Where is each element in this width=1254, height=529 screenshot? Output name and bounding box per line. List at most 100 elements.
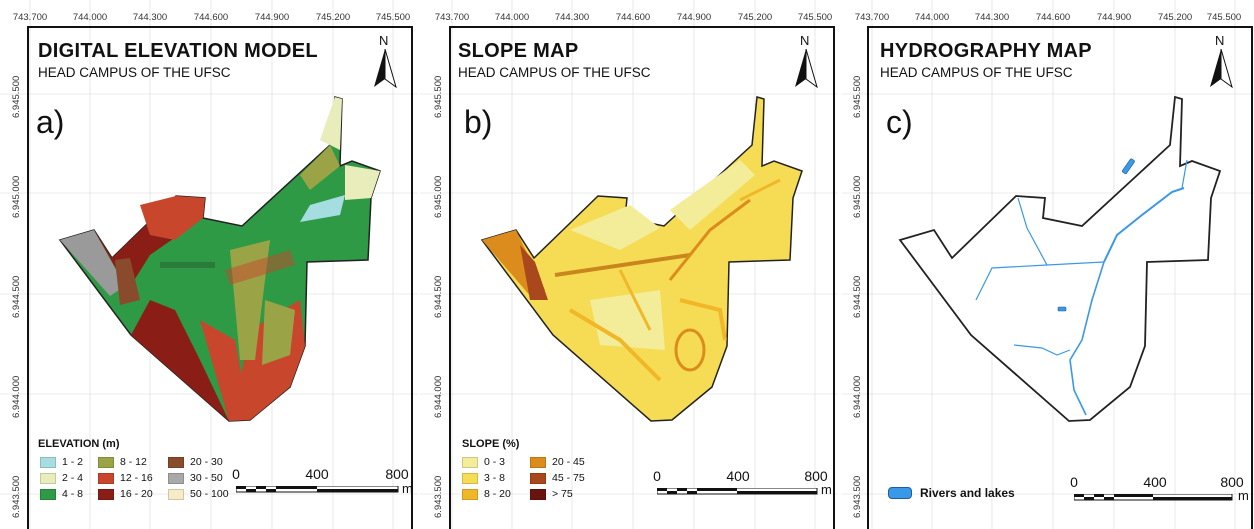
north-label: N [800,33,810,48]
legend-label: 45 - 75 [552,472,585,484]
campus-elevation-area [58,96,381,422]
y-tick: 6.944.000 [852,375,863,418]
legend-title: ELEVATION (m) [38,438,120,450]
legend-label: 2 - 4 [62,472,84,484]
y-tick: 6.944.500 [852,275,863,318]
scale-label: 800 [804,468,828,484]
legend-item: 20 - 30 [168,456,223,468]
x-tick: 744.600 [615,12,651,23]
panel-dem: 743.700 744.000 744.300 744.600 744.900 … [0,0,418,529]
legend-label: 0 - 3 [484,456,506,468]
legend-label: > 75 [552,488,573,500]
x-tick: 743.700 [434,12,470,23]
map-subtitle: HEAD CAMPUS OF THE UFSC [38,65,231,80]
x-tick: 744.600 [1035,12,1071,23]
y-tick: 6.944.000 [11,375,22,418]
legend-swatch [98,472,114,484]
x-tick: 745.200 [737,12,773,23]
y-tick: 6.943.500 [433,475,444,518]
x-tick: 745.200 [315,12,351,23]
legend-swatch [888,487,912,499]
legend-swatch [462,456,478,468]
scale-label: 400 [726,468,750,484]
x-tick: 744.300 [132,12,168,23]
x-tick: 744.300 [974,12,1010,23]
x-tick: 744.000 [494,12,530,23]
legend-label: 8 - 20 [484,488,511,500]
map-title: HYDROGRAPHY MAP [880,40,1092,62]
y-tick: 6.944.500 [11,275,22,318]
scale-label: 400 [1143,474,1167,490]
x-tick: 744.000 [72,12,108,23]
scale-bar-graphic [236,486,399,493]
y-tick: 6.945.000 [11,175,22,218]
north-arrow-icon [374,49,397,89]
legend-label: 4 - 8 [62,488,84,500]
campus-boundary [898,95,1222,422]
scale-label: 0 [232,466,240,482]
scale-unit: m [821,482,832,497]
lake [1122,158,1135,174]
y-tick: 6.945.000 [433,175,444,218]
legend-swatch [40,472,56,484]
scale-bar-graphic [1074,494,1233,501]
panel-hydrography: 743.700 744.000 744.300 744.600 744.900 … [842,0,1254,529]
legend-swatch [98,456,114,468]
legend-label: 1 - 2 [62,456,84,468]
north-label: N [379,33,389,48]
x-tick: 745.200 [1157,12,1193,23]
panel-label: c) [886,104,913,140]
rivers [975,159,1188,416]
x-tick: 744.900 [676,12,712,23]
map-subtitle: HEAD CAMPUS OF THE UFSC [880,65,1073,80]
north-arrow: N [372,33,398,89]
legend-item: 50 - 100 [168,488,229,500]
y-tick: 6.945.500 [852,75,863,118]
legend-swatch [40,456,56,468]
x-tick: 743.700 [854,12,890,23]
legend-item: 1 - 2 [40,456,83,468]
x-tick: 744.900 [254,12,290,23]
map-frame [842,0,1254,529]
legend-item: 8 - 12 [98,456,147,468]
legend-label: 20 - 30 [190,456,223,468]
legend-item: 8 - 20 [462,488,511,500]
legend-item: 45 - 75 [530,472,585,484]
y-tick: 6.945.500 [11,75,22,118]
x-tick: 743.700 [12,12,48,23]
map-subtitle: HEAD CAMPUS OF THE UFSC [458,65,651,80]
y-tick: 6.945.000 [852,175,863,218]
x-tick: 744.600 [193,12,229,23]
x-tick: 745.500 [797,12,833,23]
legend-label: 3 - 8 [484,472,506,484]
legend-item: 20 - 45 [530,456,585,468]
north-arrow-icon [795,49,818,89]
legend-item: 3 - 8 [462,472,505,484]
y-tick: 6.943.500 [11,475,22,518]
legend-label: 30 - 50 [190,472,223,484]
map-title: SLOPE MAP [458,40,579,62]
legend-item: 16 - 20 [98,488,153,500]
legend-swatch [530,488,546,500]
scale-label: 0 [653,468,661,484]
map-frame [420,0,838,529]
scale-unit: m [1238,488,1249,503]
legend-label: Rivers and lakes [920,486,1015,500]
legend-swatch [98,488,114,500]
legend-item: 2 - 4 [40,472,83,484]
legend-label: 16 - 20 [120,488,153,500]
pond [1057,306,1067,312]
x-tick: 744.900 [1096,12,1132,23]
legend-swatch [168,472,184,484]
north-label: N [1215,33,1225,48]
legend-item: 4 - 8 [40,488,83,500]
scale-unit: m [402,481,413,496]
legend-swatch [530,456,546,468]
north-arrow-icon [1210,49,1233,89]
panel-label: a) [36,104,65,140]
legend-swatch [462,488,478,500]
map-frame [0,0,418,529]
scale-label: 0 [1070,474,1078,490]
scale-label: 800 [1220,474,1244,490]
y-tick: 6.944.000 [433,375,444,418]
